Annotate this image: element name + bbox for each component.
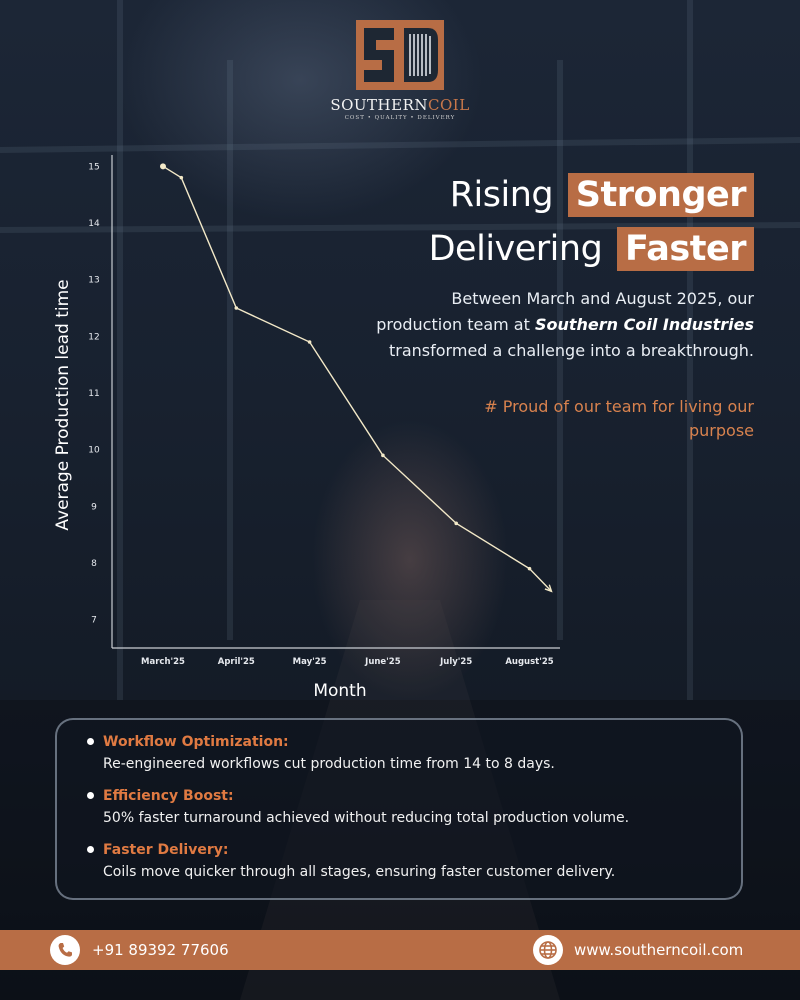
data-point <box>234 306 239 310</box>
y-tick-label: 7 <box>91 616 97 626</box>
headline-highlight-1: Stronger <box>567 173 754 217</box>
brand-tagline: COST • QUALITY • DELIVERY <box>344 115 456 121</box>
bullet-icon <box>87 846 94 853</box>
headline-line-1: Rising Stronger <box>429 168 754 222</box>
y-tick-label: 9 <box>91 502 97 512</box>
y-tick-label: 10 <box>88 446 100 456</box>
headline-highlight-2: Faster <box>616 227 754 271</box>
data-point <box>454 521 459 526</box>
lead-time-chart: 7 8 9 10 11 12 13 14 15 March'25 April'25 May'25 Jun… <box>40 140 590 710</box>
series-line <box>162 165 552 592</box>
coil-logo-icon <box>356 20 444 90</box>
chart-svg: 7 8 9 10 11 12 13 14 15 March'25 April'25 May'25 Jun… <box>53 155 560 701</box>
phone-number[interactable]: +91 89392 77606 <box>92 941 229 959</box>
proud-tagline: # Proud of our team for living our purpo… <box>484 397 754 440</box>
data-point <box>179 175 184 180</box>
x-tick-label: May'25 <box>293 657 327 667</box>
bullet-icon <box>87 792 94 799</box>
feature-desc: Re-engineered workflows cut production t… <box>103 756 555 772</box>
bullet-icon <box>87 738 94 745</box>
feature-desc: Coils move quicker through all stages, e… <box>103 864 616 880</box>
y-tick-label: 15 <box>88 162 99 172</box>
feature-title: Workflow Optimization: <box>103 734 289 750</box>
feature-title: Efficiency Boost: <box>103 788 234 804</box>
website-link[interactable]: www.southerncoil.com <box>574 941 744 959</box>
y-tick-label: 8 <box>91 559 97 569</box>
y-tick-label: 11 <box>88 389 99 399</box>
headline-line-2: Delivering Faster <box>429 222 754 276</box>
y-tick-label: 13 <box>88 276 99 286</box>
data-point <box>381 453 385 458</box>
y-tick-label: 14 <box>88 219 100 229</box>
phone-icon[interactable] <box>50 935 80 965</box>
headline: Rising Stronger Delivering Faster <box>429 168 754 276</box>
intro-paragraph: Between March and August 2025, our produ… <box>376 289 754 360</box>
data-point <box>160 163 166 170</box>
footer-bar: +91 89392 77606 www.southerncoil.com <box>0 930 800 970</box>
x-tick-label: March'25 <box>141 657 185 667</box>
x-tick-label: June'25 <box>364 657 401 667</box>
features-box: Workflow Optimization: Re-engineered wor… <box>55 718 743 900</box>
y-axis-title: Average Production lead time <box>53 279 73 530</box>
globe-icon[interactable] <box>533 935 563 965</box>
x-tick-label: April'25 <box>218 657 255 667</box>
brand-logo: SOUTHERNCOIL COST • QUALITY • DELIVERY <box>325 18 475 128</box>
y-tick-label: 12 <box>88 332 99 342</box>
feature-item: Efficiency Boost: 50% faster turnaround … <box>87 786 717 829</box>
data-point <box>527 566 532 571</box>
brand-name: SOUTHERNCOIL <box>330 96 470 114</box>
feature-desc: 50% faster turnaround achieved without r… <box>103 810 630 826</box>
data-point <box>307 340 312 344</box>
x-axis-title: Month <box>313 681 366 701</box>
line-arrowhead <box>544 584 553 593</box>
feature-item: Workflow Optimization: Re-engineered wor… <box>87 732 717 775</box>
feature-title: Faster Delivery: <box>103 842 229 858</box>
feature-item: Faster Delivery: Coils move quicker thro… <box>87 840 717 883</box>
company-name: Southern Coil Industries <box>534 315 754 334</box>
x-tick-label: July'25 <box>439 657 472 667</box>
x-tick-label: August'25 <box>505 657 553 667</box>
